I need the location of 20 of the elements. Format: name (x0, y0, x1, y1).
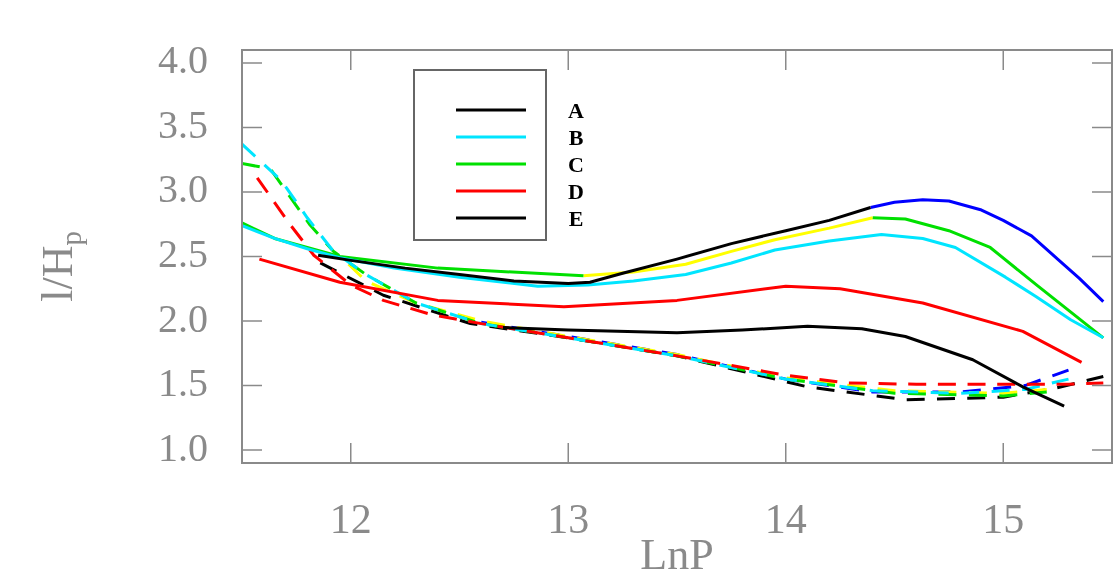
x-axis-title: LnP (640, 530, 714, 580)
y-tick-label: 3.5 (158, 101, 208, 147)
y-axis-title: l/Hp (32, 231, 87, 302)
legend-label: A (568, 97, 585, 123)
legend-label: C (568, 151, 584, 177)
x-tick-label: 12 (329, 496, 372, 543)
line-series (347, 262, 1049, 395)
y-tick-label: 1.0 (158, 424, 208, 470)
y-tick-label: 2.0 (158, 295, 208, 341)
x-tick-label: 14 (764, 496, 807, 543)
line-series (255, 176, 1105, 386)
y-tick-label: 3.0 (158, 166, 208, 212)
legend-label: B (568, 124, 584, 150)
y-tick-label: 2.5 (158, 231, 208, 276)
x-tick-label: 13 (547, 496, 590, 543)
legend-label: D (568, 178, 584, 204)
x-tick-label: 15 (982, 496, 1025, 543)
legend-label: E (568, 205, 584, 231)
y-tick-label: 4.0 (158, 37, 208, 83)
y-tick-label: 1.5 (158, 360, 208, 406)
